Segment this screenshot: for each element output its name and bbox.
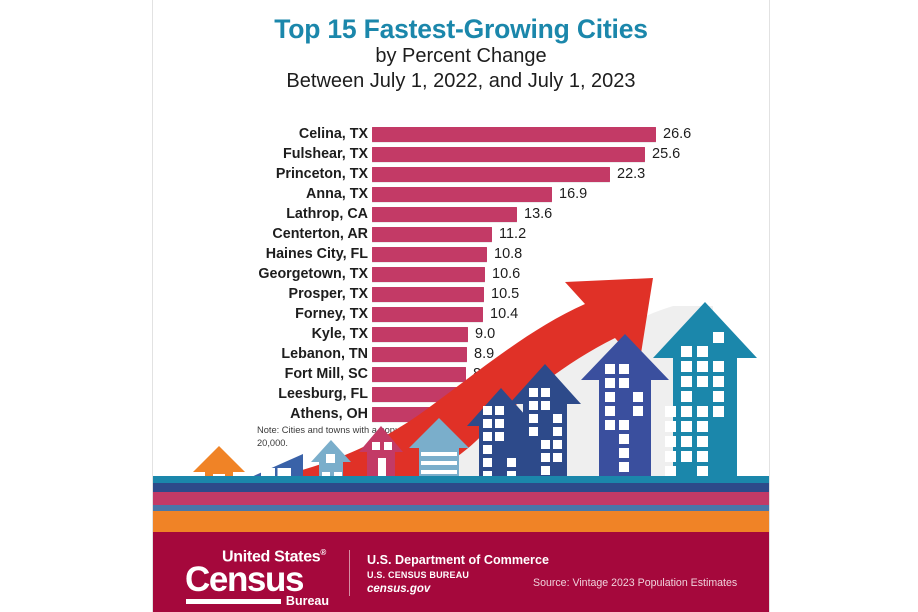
bar-track: 16.9 (372, 186, 587, 202)
bar-row-label: Prosper, TX (288, 286, 368, 302)
logo-united-states-text: United States (222, 548, 321, 566)
bar (372, 327, 468, 342)
footer-bar: United States® Census Bureau U.S. Depart… (153, 528, 769, 612)
bar (372, 167, 610, 182)
bar-row-label: Athens, OH (290, 406, 368, 422)
bar-chart-row: Kyle, TX 9.0 (153, 326, 769, 346)
subtitle-measure: by Percent Change (375, 45, 547, 67)
bar-row-label: Georgetown, TX (258, 266, 368, 282)
bar-row-label: Celina, TX (298, 126, 368, 142)
bar (372, 267, 485, 282)
bar (372, 307, 483, 322)
bar-row-label: Kyle, TX (311, 326, 368, 342)
subtitle-period: Between July 1, 2022, and July 1, 2023 (286, 70, 636, 92)
bar (372, 227, 492, 242)
bar-chart-row: Georgetown, TX 10.6 (153, 266, 769, 286)
bar (372, 347, 467, 362)
bar-row-label: Lathrop, CA (286, 206, 368, 222)
bar-value-label: 16.9 (559, 186, 588, 202)
bar-row-label: Forney, TX (295, 306, 368, 322)
logo-census-wordmark: Census (185, 560, 304, 600)
bar-row-label: Princeton, TX (275, 166, 368, 182)
bar-value-label: 10.4 (490, 306, 519, 322)
footer-accent-line (153, 528, 769, 532)
bar-chart-row: Centerton, AR 11.2 (153, 226, 769, 246)
logo-rule (186, 599, 281, 605)
bar (372, 247, 487, 262)
bar-chart-row: Celina, TX 26.6 (153, 126, 769, 146)
page-title: Top 15 Fastest-Growing Cities (274, 14, 648, 44)
registered-mark-icon: ® (320, 548, 326, 557)
footer-divider (349, 550, 350, 596)
bar-track: 26.6 (372, 126, 691, 142)
logo-united-states: United States® (185, 544, 326, 565)
bar-value-label: 11.2 (499, 226, 527, 242)
bar-track: 9.0 (372, 326, 495, 342)
census-bureau-logo: United States® Census Bureau (185, 544, 333, 609)
growth-arrow-cityscape-illustration (153, 276, 769, 528)
bar-track: 11.2 (372, 226, 526, 242)
bar-row-label: Leesburg, FL (278, 386, 368, 402)
bar-chart-row: Forney, TX 10.4 (153, 306, 769, 326)
bar-value-label: 10.5 (491, 286, 520, 302)
bar (372, 187, 552, 202)
bar-track: 10.5 (372, 286, 519, 302)
logo-bottom-row: Bureau (185, 594, 333, 609)
bar-row-label: Anna, TX (306, 186, 368, 202)
bar-value-label: 8.9 (474, 346, 495, 362)
color-stripe (153, 483, 769, 492)
bar-track: 22.3 (372, 166, 645, 182)
color-stripe-band (153, 476, 769, 528)
bar-chart-row: Fulshear, TX 25.6 (153, 146, 769, 166)
bar-row-label: Lebanon, TN (281, 346, 368, 362)
bar-chart-row: Prosper, TX 10.5 (153, 286, 769, 306)
bar-track: 10.8 (372, 246, 522, 262)
bar-value-label: 10.6 (492, 266, 521, 282)
bar-row-label: Fort Mill, SC (284, 366, 368, 382)
agency-bureau: U.S. CENSUS BUREAU (367, 570, 470, 580)
agency-department: U.S. Department of Commerce (367, 553, 549, 567)
title-block: Top 15 Fastest-Growing Cities by Percent… (153, 14, 769, 94)
bar-track: 10.4 (372, 306, 518, 322)
bar-value-label: 10.8 (494, 246, 523, 262)
bar-value-label: 22.3 (617, 166, 646, 182)
bar-chart-row: Lebanon, TN 8.9 (153, 346, 769, 366)
bar (372, 287, 484, 302)
bar-value-label: 13.6 (524, 206, 553, 222)
bar-chart-row: Haines City, FL 10.8 (153, 246, 769, 266)
agency-url[interactable]: census.gov (367, 583, 431, 595)
bar-value-label: 9.0 (475, 326, 496, 342)
logo-bureau-text: Bureau (285, 594, 329, 609)
infographic-card: Top 15 Fastest-Growing Cities by Percent… (152, 0, 770, 612)
color-stripe (153, 505, 769, 511)
bar-value-label: 26.6 (663, 126, 692, 142)
bar-row-label: Fulshear, TX (282, 146, 368, 162)
bar-track: 25.6 (372, 146, 680, 162)
agency-block: U.S. Department of Commerce U.S. CENSUS … (367, 552, 549, 597)
bar-track: 13.6 (372, 206, 552, 222)
bar-chart-row: Anna, TX 16.9 (153, 186, 769, 206)
source-text: Source: Vintage 2023 Population Estimate… (533, 577, 738, 589)
color-stripe (153, 476, 769, 483)
bar-track: 8.9 (372, 346, 494, 362)
bar (372, 207, 517, 222)
color-stripe (153, 511, 769, 528)
bar-chart-row: Lathrop, CA 13.6 (153, 206, 769, 226)
color-stripe (153, 492, 769, 505)
bar-row-label: Haines City, FL (265, 246, 368, 262)
bar (372, 147, 645, 162)
bar-value-label: 25.6 (652, 146, 681, 162)
bar (372, 127, 656, 142)
bar-chart-row: Princeton, TX 22.3 (153, 166, 769, 186)
bar (372, 367, 466, 382)
bar-row-label: Centerton, AR (272, 226, 368, 242)
chart-note: Note: Cities and towns with a population… (257, 425, 466, 448)
bar-track: 10.6 (372, 266, 520, 282)
